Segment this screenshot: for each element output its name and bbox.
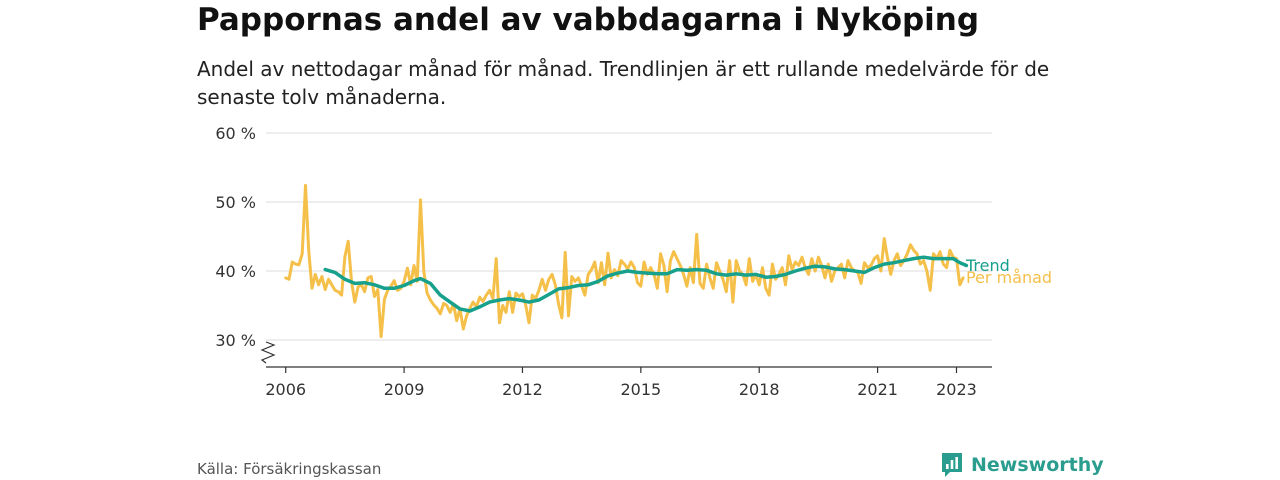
y-axis-break-icon bbox=[260, 341, 276, 364]
trend-label: Trend bbox=[965, 256, 1010, 275]
x-tick-label: 2021 bbox=[857, 380, 898, 399]
source-note: Källa: Försäkringskassan bbox=[197, 460, 382, 478]
brand-name: Newsworthy bbox=[971, 454, 1104, 476]
monthly-label: Per månad bbox=[966, 268, 1052, 287]
monthly-series-line bbox=[284, 183, 965, 339]
y-axis-ticks: 30 % 40 % 50 % 60 % bbox=[215, 124, 256, 350]
gridlines bbox=[266, 132, 992, 341]
brand[interactable]: Newsworthy bbox=[940, 452, 1104, 478]
y-tick-label: 60 % bbox=[215, 124, 256, 143]
x-tick-label: 2018 bbox=[739, 380, 780, 399]
chart-title: Pappornas andel av vabbdagarna i Nyköpin… bbox=[197, 2, 980, 38]
x-tick-label: 2009 bbox=[384, 380, 425, 399]
x-tick-label: 2012 bbox=[502, 380, 543, 399]
y-tick-label: 30 % bbox=[215, 331, 256, 350]
y-tick-label: 50 % bbox=[215, 193, 256, 212]
chart-subtitle: Andel av nettodagar månad för månad. Tre… bbox=[197, 57, 1050, 109]
x-tick-label: 2023 bbox=[936, 380, 977, 399]
x-axis: 2006 2009 2012 2015 2018 2021 2023 bbox=[260, 341, 992, 399]
x-tick-label: 2006 bbox=[265, 380, 306, 399]
series-lines bbox=[284, 183, 969, 339]
newsworthy-logo-icon bbox=[942, 453, 962, 477]
y-tick-label: 40 % bbox=[215, 262, 256, 281]
trend-series-line bbox=[323, 255, 969, 313]
x-tick-label: 2015 bbox=[620, 380, 661, 399]
